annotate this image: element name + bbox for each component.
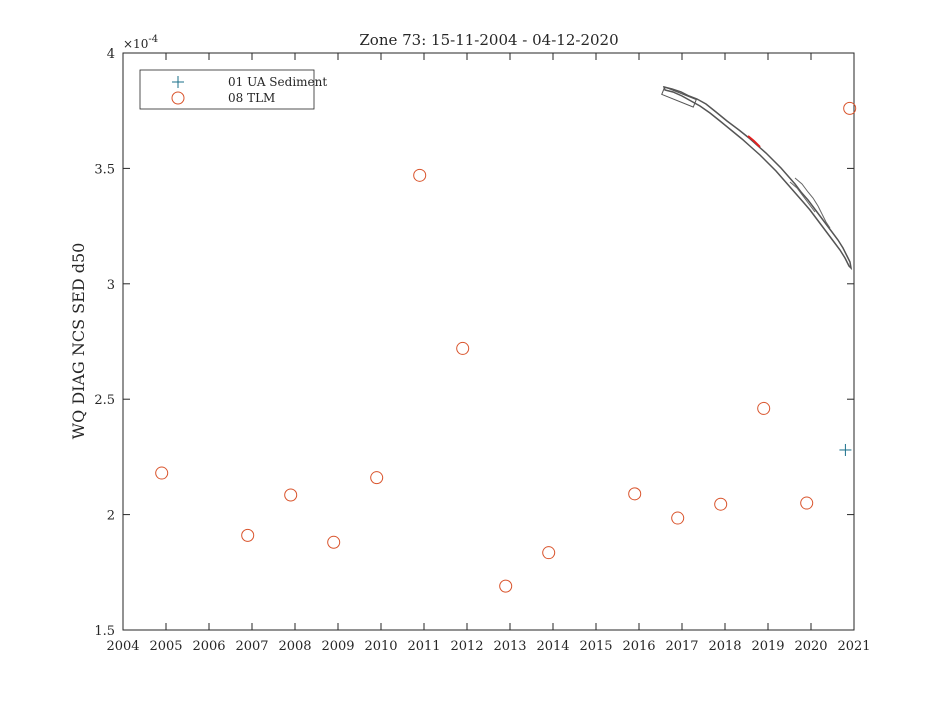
x-tick-label: 2018 [708, 639, 741, 654]
x-tick-label: 2017 [665, 639, 698, 654]
data-markers [155, 101, 857, 593]
data-point-plus [839, 443, 852, 456]
x-axis-ticks: 2004 2005 2006 2007 2008 2009 2010 2011 2012 2013… [106, 53, 871, 654]
x-tick-label: 2020 [794, 639, 827, 654]
data-point-circle [671, 511, 685, 525]
data-point-circle [714, 497, 728, 511]
legend-marker-circle [171, 91, 185, 105]
map-box [661, 86, 697, 108]
data-point-circle [499, 579, 513, 593]
legend-box [139, 69, 315, 110]
x-tick-label: 2006 [192, 639, 225, 654]
y-tick-label: 3 [107, 278, 115, 293]
legend-label-series-1: 01 UA Sediment [228, 75, 327, 89]
data-point-circle [542, 546, 556, 560]
x-tick-label: 2012 [450, 639, 483, 654]
y-axis-label: WQ DIAG NCS SED d50 [69, 243, 88, 440]
data-point-circle [628, 487, 642, 501]
data-point-circle [757, 401, 771, 415]
y-tick-label: 4 [107, 47, 115, 62]
data-point-circle [843, 101, 857, 115]
map-detail [789, 177, 831, 229]
x-tick-label: 2015 [579, 639, 612, 654]
data-point-circle [800, 496, 814, 510]
y-exponent-base: ×10 [123, 37, 148, 51]
x-tick-label: 2004 [106, 639, 139, 654]
y-exponent-power: -4 [148, 34, 158, 45]
x-tick-label: 2005 [149, 639, 182, 654]
y-tick-label: 2.5 [94, 393, 115, 408]
y-exponent-label: ×10-4 [123, 34, 158, 51]
data-point-circle [413, 168, 427, 182]
y-tick-label: 1.5 [94, 624, 115, 639]
x-tick-label: 2009 [321, 639, 354, 654]
x-tick-label: 2008 [278, 639, 311, 654]
map-outline [662, 85, 853, 271]
legend-label-series-2: 08 TLM [228, 91, 275, 105]
data-point-circle [327, 535, 341, 549]
x-tick-label: 2011 [407, 639, 440, 654]
x-tick-label: 2014 [536, 639, 569, 654]
x-tick-label: 2019 [751, 639, 784, 654]
plot-area [122, 52, 855, 631]
x-tick-label: 2007 [235, 639, 268, 654]
data-point-circle [370, 471, 384, 485]
legend-marker-plus [172, 76, 184, 88]
y-tick-label: 2 [107, 509, 115, 524]
y-tick-label: 3.5 [94, 162, 115, 177]
data-point-circle [456, 341, 470, 355]
data-point-circle [284, 488, 298, 502]
chart-title: Zone 73: 15-11-2004 - 04-12-2020 [359, 31, 618, 49]
x-tick-label: 2021 [837, 639, 870, 654]
x-tick-label: 2016 [622, 639, 655, 654]
map-highlight [747, 135, 761, 148]
map-inset [661, 85, 853, 271]
data-point-circle [155, 466, 169, 480]
x-tick-label: 2013 [493, 639, 526, 654]
data-point-circle [241, 528, 255, 542]
legend: 01 UA Sediment 08 TLM [139, 69, 327, 110]
y-axis-ticks: 1.5 2 2.5 3 3.5 4 [94, 47, 854, 639]
x-tick-label: 2010 [364, 639, 397, 654]
